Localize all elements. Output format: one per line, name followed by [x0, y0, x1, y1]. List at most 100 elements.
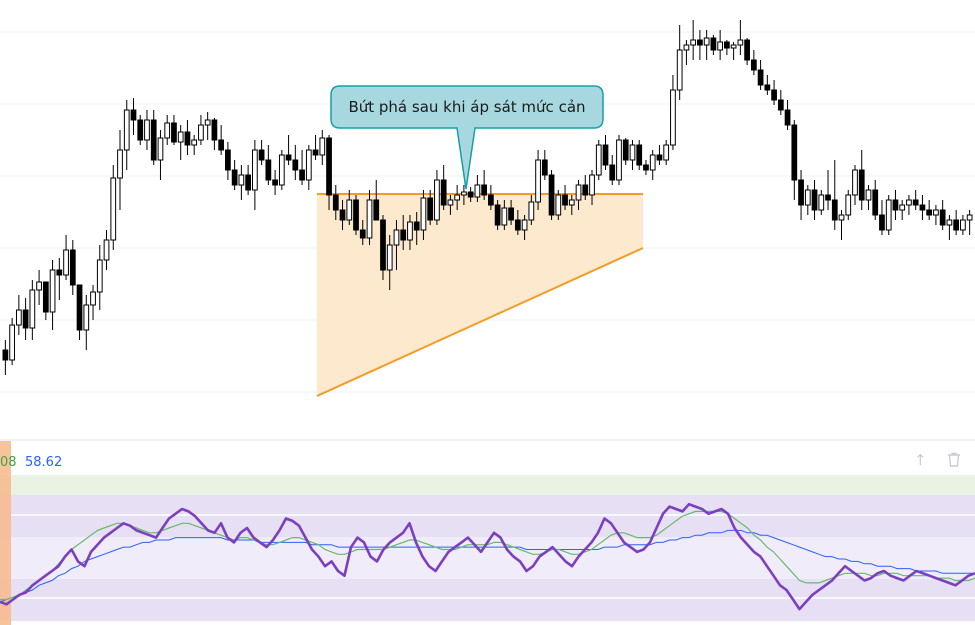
candle-body: [447, 199, 454, 206]
candle-body: [946, 219, 953, 226]
callout[interactable]: Bứt phá sau khi áp sát mức cản: [330, 85, 604, 190]
candle-body: [29, 289, 36, 329]
candle-body: [629, 144, 636, 161]
indicator-value-2: 58.62: [25, 455, 62, 470]
candle-body: [852, 169, 858, 196]
candle-body: [906, 199, 912, 206]
candle-body: [440, 179, 447, 206]
candle-body: [96, 259, 103, 293]
candle-body: [312, 149, 319, 156]
candle-body: [265, 159, 272, 181]
candle-body: [960, 219, 966, 231]
candle-body: [393, 229, 400, 246]
candle-body: [670, 89, 676, 146]
candle-body: [2, 349, 9, 361]
candle-body: [764, 84, 771, 91]
candle-body: [434, 179, 440, 221]
candle-body: [177, 131, 184, 143]
support-trendline[interactable]: [316, 247, 644, 397]
candle-body: [380, 219, 386, 271]
candle-body: [69, 249, 76, 286]
candle-body: [488, 194, 494, 206]
candle-body: [528, 201, 535, 221]
candle-body: [966, 214, 973, 221]
candle-body: [825, 194, 831, 201]
candle-body: [501, 207, 508, 226]
candle-body: [872, 189, 879, 216]
candle-body: [171, 122, 177, 143]
candle-body: [784, 109, 791, 126]
candle-body: [407, 221, 413, 241]
candle-body: [103, 239, 110, 261]
candle-body: [339, 209, 346, 221]
triangle-area: [317, 194, 643, 397]
rsi-line: [0, 502, 975, 611]
candle-body: [36, 281, 42, 291]
candle-body: [919, 204, 926, 211]
candle-body: [285, 154, 292, 161]
candle-body: [622, 139, 629, 161]
candle-body: [420, 197, 427, 231]
candle-body: [508, 207, 514, 221]
candle-body: [697, 39, 703, 46]
candle-body: [366, 199, 373, 239]
candle-body: [926, 209, 933, 216]
candle-body: [400, 229, 407, 241]
candle-body: [373, 199, 380, 221]
candle-body: [359, 229, 366, 239]
candle-body: [663, 144, 670, 161]
candle-body: [690, 39, 697, 46]
candle-body: [602, 144, 609, 166]
candle-body: [461, 191, 467, 196]
trash-icon[interactable]: [947, 452, 961, 470]
candle-body: [777, 99, 784, 111]
candle-body: [771, 89, 777, 101]
candle-body: [42, 281, 49, 313]
candle-body: [521, 219, 528, 231]
rsi-band-upper: [0, 495, 975, 537]
candle-body: [198, 124, 204, 141]
candle-body: [616, 139, 622, 181]
candle-body: [710, 37, 717, 51]
candle-body: [238, 174, 245, 186]
candle-body: [595, 144, 602, 176]
candlestick-series: [2, 20, 973, 375]
candle-body: [575, 184, 582, 201]
candle-body: [225, 149, 231, 171]
triangle-pattern[interactable]: [316, 193, 644, 397]
callout-text: Bứt phá sau khi áp sát mức cản: [348, 98, 585, 116]
arrow-up-icon[interactable]: ↑: [914, 451, 927, 469]
candle-body: [319, 137, 326, 156]
candle-body: [865, 189, 872, 201]
candle-body: [83, 304, 90, 331]
candle-body: [683, 44, 690, 51]
rsi-top-band: [0, 475, 975, 495]
rsi-signal-line: [0, 529, 975, 603]
candle-body: [76, 284, 83, 331]
candle-body: [582, 184, 589, 196]
candle-body: [474, 184, 481, 198]
candle-body: [885, 199, 892, 231]
candle-body: [589, 174, 595, 196]
candle-body: [724, 41, 730, 49]
candle-body: [791, 124, 798, 181]
candle-body: [56, 269, 63, 276]
rsi-pane: 08 58.62: [0, 441, 975, 625]
candle-body: [299, 169, 305, 181]
candle-body: [251, 149, 258, 191]
candle-body: [609, 164, 616, 181]
candle-body: [535, 159, 541, 203]
candle-body: [730, 44, 737, 49]
candle-body: [717, 41, 724, 51]
candle-body: [150, 119, 157, 161]
candle-body: [555, 194, 562, 216]
candle-body: [804, 189, 811, 206]
candle-body: [326, 137, 332, 196]
candle-body: [953, 219, 960, 231]
candle-body: [427, 197, 434, 221]
candle-body: [22, 309, 29, 329]
candle-body: [831, 199, 838, 221]
candle-body: [110, 177, 117, 241]
candle-body: [164, 122, 171, 139]
